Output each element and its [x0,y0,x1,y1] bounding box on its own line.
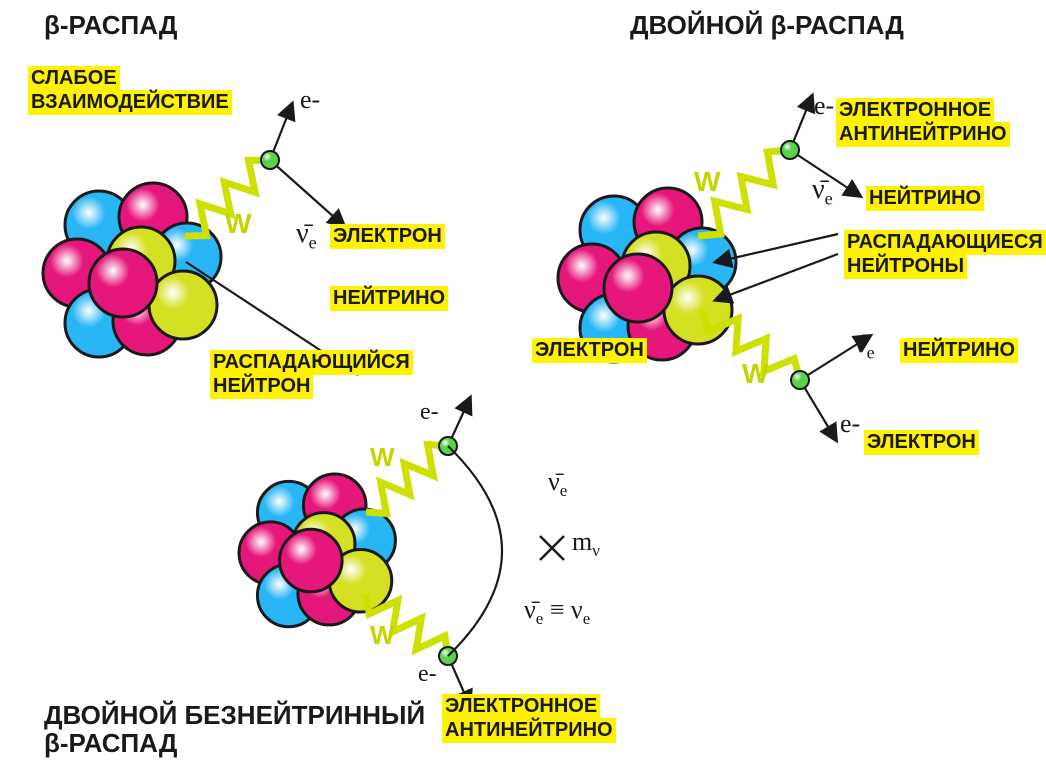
label-neutrinoless: ЭЛЕКТРОННОЕ [442,694,600,719]
label-double_beta: ЭЛЕКТРОННОЕ [836,98,994,123]
label-double_beta: ЭЛЕКТРОН [864,430,979,455]
symbol: ν̄e [296,218,317,254]
label-beta: НЕЙТРИНО [330,286,448,311]
symbol: e- [420,399,439,426]
diagram-canvas: β-РАСПАД ДВОЙНОЙ β-РАСПАД ДВОЙНОЙ БЕЗНЕЙТР… [0,0,1046,760]
title-neutrinoless_2: β-РАСПАД [44,728,177,759]
w-boson-label: W [694,166,720,198]
symbol: e- [418,661,437,688]
title-double_beta: ДВОЙНОЙ β-РАСПАД [630,10,904,41]
w-boson-label: W [370,442,395,473]
symbol: e- [300,85,320,115]
symbol: ν̄e [548,467,567,501]
symbol: ν̄e [812,174,833,210]
label-double_beta: ЭЛЕКТРОН [532,338,647,363]
w-boson-label: W [370,620,395,651]
title-beta: β-РАСПАД [44,10,177,41]
label-double_beta: НЕЙТРИНО [866,186,984,211]
label-beta: НЕЙТРОН [210,374,313,399]
w-boson-label: W [742,358,768,390]
symbol: ν̄e [854,328,875,364]
symbol: e- [840,409,860,439]
label-beta: РАСПАДАЮЩИЙСЯ [210,350,413,375]
symbol: ν̄e ≡ νe [524,595,590,629]
w-boson-label: W [225,208,251,240]
symbol: mν [572,527,600,561]
label-double_beta: РАСПАДАЮЩИЕСЯ [844,230,1046,255]
label-double_beta: НЕЙТРОНЫ [844,254,967,279]
label-double_beta: НЕЙТРИНО [900,338,1018,363]
label-double_beta: АНТИНЕЙТРИНО [836,122,1010,147]
label-beta: СЛАБОЕ [28,66,120,91]
symbol: e- [814,91,834,121]
label-beta: ЭЛЕКТРОН [330,224,445,249]
label-beta: ВЗАИМОДЕЙСТВИЕ [28,90,232,115]
title-neutrinoless_1: ДВОЙНОЙ БЕЗНЕЙТРИННЫЙ [44,700,425,731]
label-neutrinoless: АНТИНЕЙТРИНО [442,718,616,743]
